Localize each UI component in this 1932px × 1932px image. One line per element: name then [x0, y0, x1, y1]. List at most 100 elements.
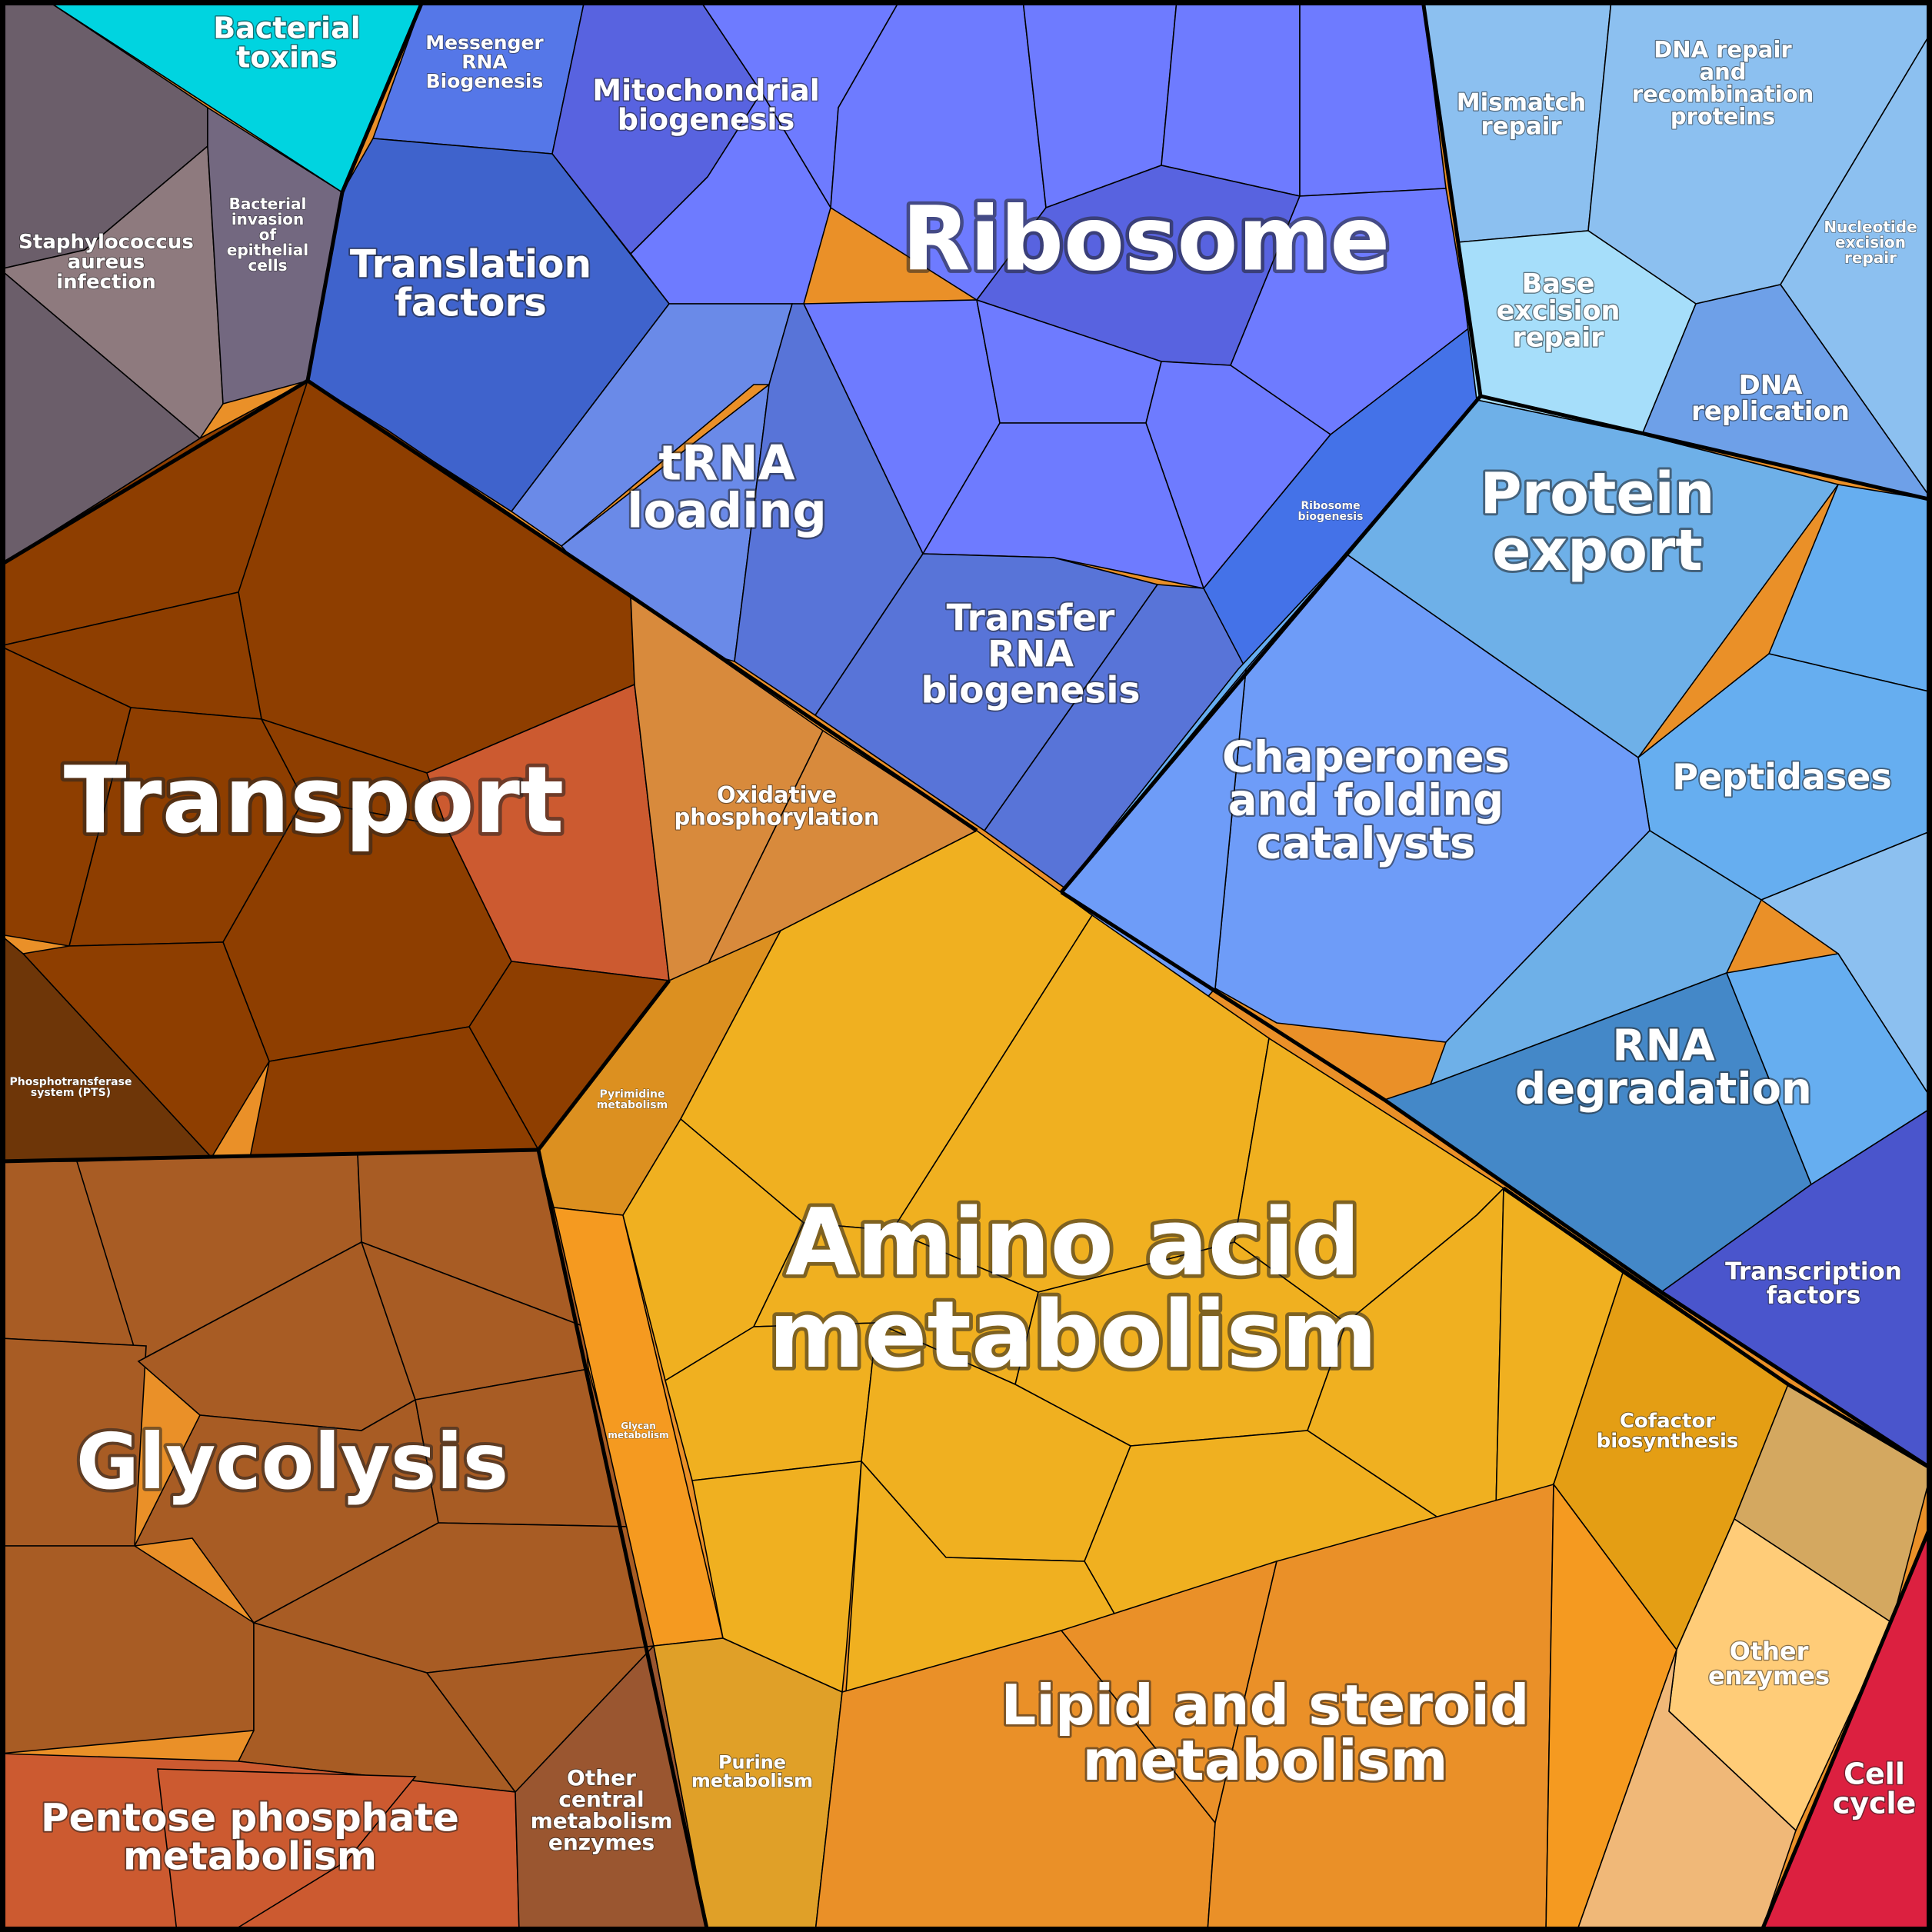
label-line: excision — [1497, 295, 1621, 326]
label-line: Nucleotide — [1824, 218, 1917, 236]
label-line: metabolism — [597, 1099, 668, 1111]
label-line: loading — [627, 483, 827, 539]
border-repair-protein — [1480, 394, 1932, 502]
border-infection-transport — [0, 378, 309, 568]
cell-lipid-d — [1545, 1482, 1677, 1932]
label-line: excision — [1835, 233, 1906, 251]
label-line: Other — [1730, 1637, 1809, 1666]
label-line: of — [259, 225, 277, 244]
label-line: Chaperones — [1222, 733, 1510, 783]
label-line: infection — [56, 271, 156, 294]
label-translation-factors: Translation factors — [350, 242, 591, 325]
label-line: Transfer — [947, 597, 1116, 639]
label-line: RNA — [988, 633, 1074, 675]
border-cell-cycle — [1759, 1522, 1932, 1932]
label-line: biogenesis — [921, 669, 1141, 711]
label-dna-repair: DNA repair and recombination proteins — [1632, 37, 1814, 130]
label-amino-acid: Amino acid metabolism — [768, 1190, 1377, 1389]
label-oxidative: Oxidative phosphorylation — [674, 782, 879, 831]
label-line: Purine — [718, 1751, 786, 1773]
label-line: tRNA — [658, 435, 794, 491]
label-line: metabolism — [608, 1430, 668, 1441]
label-line: enzymes — [1708, 1661, 1830, 1690]
label-transfer-rna: Transfer RNA biogenesis — [921, 597, 1141, 711]
border-translation-transport — [306, 378, 978, 833]
label-purine: Purine metabolism — [691, 1751, 813, 1791]
label-line: replication — [1691, 396, 1850, 427]
border-transport-glycolysis — [0, 1148, 539, 1164]
label-line: Mismatch — [1457, 88, 1586, 116]
label-trna-loading: tRNA loading — [627, 435, 827, 539]
label-line: Ribosome — [902, 188, 1391, 291]
label-line: Transport — [64, 748, 565, 854]
label-line: recombination — [1632, 82, 1814, 108]
label-line: epithelial — [227, 241, 308, 259]
cell-staphylococcus — [0, 145, 224, 440]
label-line: Bacterial — [213, 11, 361, 45]
cell-transport-i — [22, 941, 270, 1159]
label-messenger-rna: Messenger RNA Biogenesis — [425, 32, 544, 92]
label-line: metabolism — [123, 1834, 377, 1879]
label-line: metabolism — [1082, 1728, 1447, 1793]
border-protein-amino — [1060, 890, 1932, 1471]
label-mismatch-repair: Mismatch repair — [1457, 88, 1586, 140]
label-line: repair — [1513, 322, 1605, 353]
label-dna-replication: DNA replication — [1691, 370, 1850, 427]
label-line: central — [558, 1787, 644, 1812]
cell-chaperones-d — [1429, 829, 1763, 1086]
label-line: biosynthesis — [1597, 1430, 1739, 1453]
cell-ribosome-d — [1299, 0, 1447, 197]
label-line: cycle — [1833, 1786, 1917, 1820]
label-line: Phosphotransferase — [10, 1076, 132, 1088]
cell-pentose-b — [157, 1768, 417, 1932]
label-line: Glycolysis — [76, 1417, 508, 1507]
label-line: repair — [1481, 112, 1562, 140]
label-chaperones: Chaperones and folding catalysts — [1222, 733, 1510, 869]
label-line: phosphorylation — [674, 804, 879, 831]
label-line: toxins — [236, 40, 337, 74]
label-ribosome: Ribosome — [902, 188, 1391, 291]
label-line: and — [1700, 59, 1747, 85]
label-line: proteins — [1671, 104, 1775, 130]
label-line: DNA — [1739, 370, 1804, 401]
label-line: Staphylococcus — [18, 231, 194, 254]
label-cofactor: Cofactor biosynthesis — [1597, 1410, 1739, 1453]
label-line: factors — [395, 281, 547, 325]
label-line: DNA repair — [1654, 37, 1792, 63]
label-line: Ribosome — [1301, 500, 1360, 512]
label-line: metabolism — [768, 1282, 1377, 1389]
label-line: Peptidases — [1672, 756, 1892, 798]
label-protein-export: Protein export — [1480, 461, 1714, 584]
label-staphylococcus: Staphylococcus aureus infection — [18, 231, 194, 294]
label-other-central: Other central metabolism enzymes — [531, 1765, 673, 1855]
cell-ribosome-c — [1161, 0, 1301, 197]
label-pyrimidine: Pyrimidine metabolism — [597, 1088, 668, 1111]
label-line: Transcription — [1725, 1257, 1902, 1285]
label-line: Cell — [1844, 1757, 1905, 1790]
label-line: RNA — [1612, 1021, 1715, 1071]
label-line: Messenger — [425, 32, 544, 54]
label-line: Pentose phosphate — [41, 1796, 459, 1840]
label-line: Translation — [350, 242, 591, 287]
cell-ribosome-j — [921, 422, 1205, 590]
label-line: metabolism — [691, 1770, 813, 1791]
label-bacterial-invasion: Bacterial invasion of epithelial cells — [227, 195, 308, 275]
cell-other-enzymes-c — [1576, 1649, 1797, 1932]
label-line: factors — [1767, 1281, 1861, 1309]
label-line: Protein — [1480, 461, 1714, 527]
label-line: degradation — [1515, 1064, 1812, 1114]
label-line: export — [1492, 518, 1703, 584]
border-infection-translation — [305, 0, 425, 381]
label-line: Bacterial — [229, 195, 307, 213]
cell-peptidases-d — [1725, 953, 1932, 1186]
label-line: Other — [567, 1765, 636, 1790]
label-line: Glycan — [621, 1421, 656, 1431]
label-line: invasion — [232, 210, 304, 228]
cell-amino-k — [691, 1461, 862, 1694]
label-transcription-factors: Transcription factors — [1725, 1257, 1902, 1309]
label-line: Base — [1522, 268, 1595, 299]
label-line: Biogenesis — [426, 70, 544, 92]
label-line: and folding — [1228, 776, 1504, 826]
label-line: biogenesis — [1298, 511, 1364, 523]
